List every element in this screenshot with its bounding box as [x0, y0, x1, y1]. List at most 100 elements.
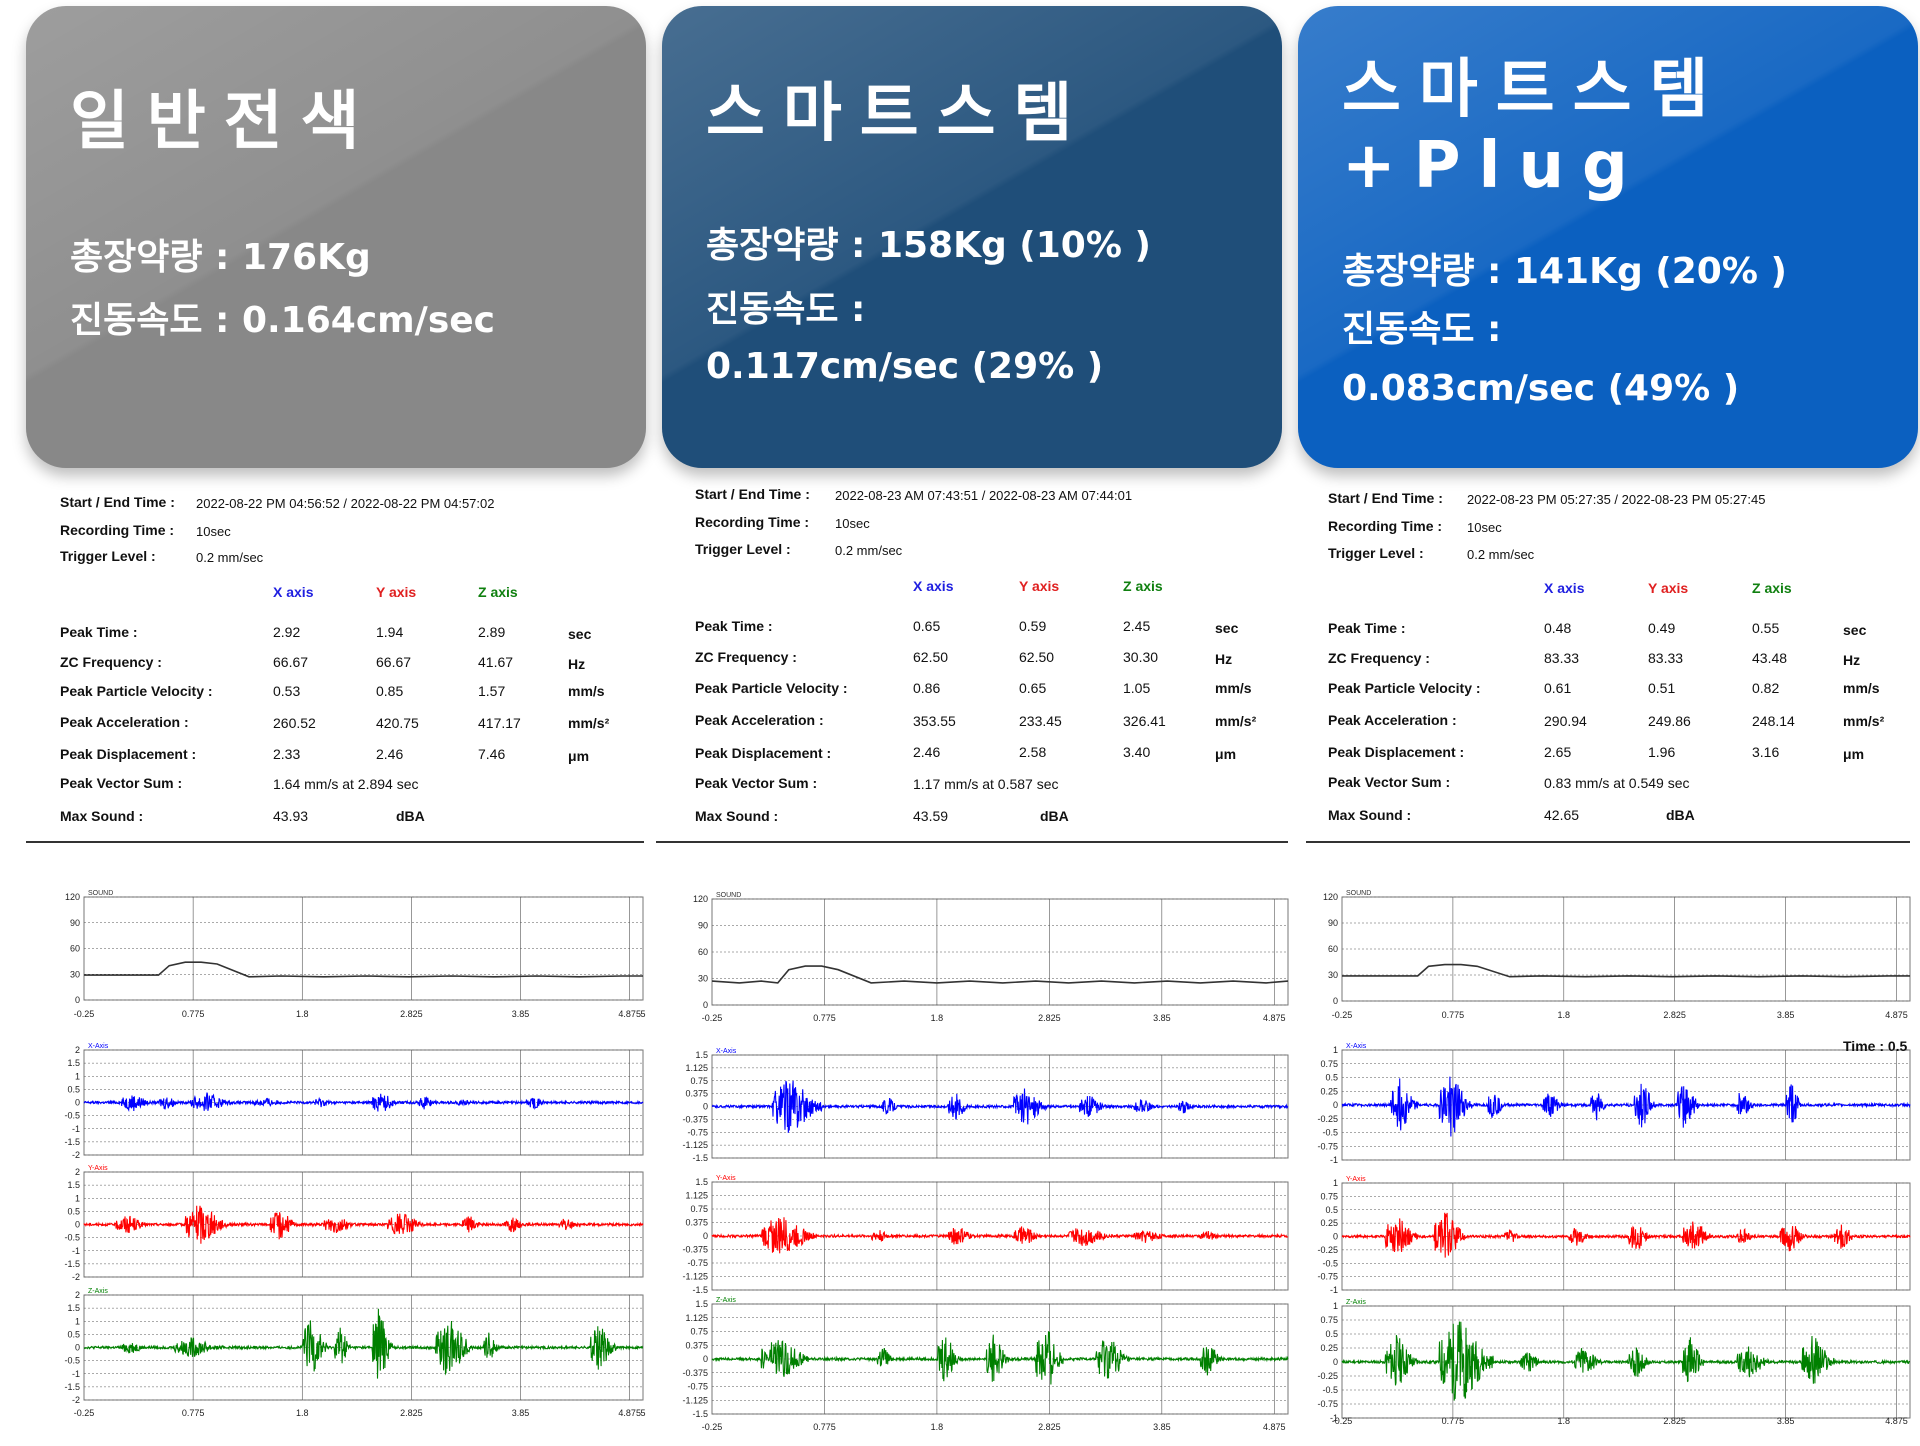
- cell: 2.89: [478, 624, 506, 640]
- cell: 1.96: [1648, 744, 1676, 760]
- unit: sec: [1843, 622, 1867, 638]
- trigger-label: Trigger Level :: [1328, 545, 1424, 561]
- max-sound-label: Max Sound :: [60, 808, 144, 824]
- cell: 0.82: [1752, 680, 1780, 696]
- y-tick-label: 1.5: [67, 1303, 80, 1313]
- sound-series: [711, 965, 1289, 984]
- y-tick-label: 2: [75, 1167, 80, 1177]
- panel-tag: Z-Axis: [88, 1288, 108, 1295]
- cell: 0.85: [376, 683, 404, 699]
- card-charge: 총장약량 : 141Kg (20% ): [1342, 251, 1787, 292]
- x-axis-series: [1341, 1076, 1911, 1137]
- y-tick-label: 30: [698, 974, 708, 984]
- panel-tag: SOUND: [88, 890, 113, 897]
- y-tick-label: 0: [703, 1231, 708, 1241]
- max-sound-label: Max Sound :: [1328, 807, 1412, 823]
- y-tick-label: 0: [1333, 1357, 1338, 1367]
- zc-frequency-label: ZC Frequency :: [695, 649, 797, 665]
- cell: 0.51: [1648, 680, 1676, 696]
- y-tick-label: 0: [1333, 1232, 1338, 1242]
- y-tick-label: 1: [75, 1071, 80, 1081]
- x-tick-label: 3.85: [1777, 1416, 1795, 1426]
- unit: Hz: [568, 656, 586, 672]
- y-tick-label: 0.25: [1320, 1086, 1338, 1096]
- y-tick-label: 1.5: [695, 1050, 708, 1060]
- ppv-label: Peak Particle Velocity :: [60, 683, 213, 699]
- peak-acceleration-label: Peak Acceleration :: [60, 714, 189, 730]
- panel-tag: Z-Axis: [1346, 1299, 1366, 1306]
- max-sound-label: Max Sound :: [695, 808, 779, 824]
- y-tick-label: -2: [72, 1272, 80, 1282]
- y-tick-label: -0.25: [1317, 1245, 1338, 1255]
- z-axis-header: Z axis: [1752, 580, 1792, 596]
- y-tick-label: 30: [70, 969, 80, 979]
- y-tick-label: -0.75: [687, 1382, 708, 1392]
- y-tick-label: 60: [70, 944, 80, 954]
- pvs-label: Peak Vector Sum :: [1328, 774, 1451, 790]
- cell: 3.16: [1752, 744, 1780, 760]
- y-axis-header: Y axis: [1648, 580, 1689, 596]
- y-tick-label: 0.25: [1320, 1343, 1338, 1353]
- x-axis-series: [711, 1080, 1289, 1133]
- y-axis-header: Y axis: [376, 584, 417, 600]
- peak-time-label: Peak Time :: [695, 618, 773, 634]
- cell: 83.33: [1544, 650, 1580, 666]
- unit: μm: [1843, 746, 1865, 762]
- y-tick-label: 0.75: [690, 1076, 708, 1086]
- unit: dBA: [1040, 808, 1069, 824]
- cell: 233.45: [1019, 713, 1062, 729]
- y-tick-label: 0.5: [67, 1329, 80, 1339]
- x-axis-header: X axis: [1544, 580, 1585, 596]
- start-end-value: 2022-08-22 PM 04:56:52 / 2022-08-22 PM 0…: [196, 496, 495, 511]
- unit: sec: [1215, 620, 1239, 636]
- x-tick-label: 4.875: [618, 1408, 641, 1418]
- cell: 248.14: [1752, 713, 1795, 729]
- y-tick-label: -0.25: [1317, 1371, 1338, 1381]
- x-tick-label: 1.8: [296, 1408, 309, 1418]
- y-tick-label: 0: [75, 1220, 80, 1230]
- y-tick-label: 1: [75, 1193, 80, 1203]
- cell: 1.94: [376, 624, 404, 640]
- y-tick-label: 1.125: [685, 1191, 708, 1201]
- y-tick-label: 0.5: [1325, 1073, 1338, 1083]
- recording-value: 10sec: [196, 524, 231, 539]
- y-tick-label: 120: [1323, 892, 1338, 902]
- y-axis-series: [711, 1217, 1289, 1254]
- divider: [26, 841, 644, 843]
- y-tick-label: -1.5: [64, 1382, 80, 1392]
- trigger-value: 0.2 mm/sec: [1467, 547, 1535, 562]
- y-tick-label: 0.75: [690, 1327, 708, 1337]
- y-tick-label: 0.5: [67, 1084, 80, 1094]
- cell: 0.59: [1019, 618, 1047, 634]
- y-tick-label: -0.75: [1317, 1272, 1338, 1282]
- cell: 0.65: [1019, 680, 1047, 696]
- x-tick-label: 0.775: [182, 1408, 205, 1418]
- cell: 2.33: [273, 746, 301, 762]
- z-axis-series: [1341, 1321, 1910, 1401]
- cell: 260.52: [273, 715, 316, 731]
- cell: 83.33: [1648, 650, 1684, 666]
- y-tick-label: -1.125: [682, 1272, 708, 1282]
- x-tick-label: 0.775: [1442, 1416, 1465, 1426]
- y-tick-label: 1: [1333, 1045, 1338, 1055]
- y-tick-label: -1.5: [692, 1153, 708, 1163]
- x-tick-label: 1.8: [1558, 1010, 1571, 1020]
- cell: 353.55: [913, 713, 956, 729]
- cell: 30.30: [1123, 649, 1159, 665]
- recording-value: 10sec: [835, 516, 870, 531]
- y-tick-label: 0.75: [1320, 1059, 1338, 1069]
- cell: 1.05: [1123, 680, 1151, 696]
- y-tick-label: -0.75: [687, 1258, 708, 1268]
- panel-tag: SOUND: [1346, 890, 1371, 897]
- recording-label: Recording Time :: [60, 522, 175, 538]
- x-tick-label: 5: [640, 1009, 645, 1019]
- recording-value: 10sec: [1467, 520, 1502, 535]
- panel-tag: X-Axis: [716, 1048, 737, 1055]
- trigger-value: 0.2 mm/sec: [196, 550, 264, 565]
- y-tick-label: 0.5: [1325, 1329, 1338, 1339]
- y-tick-label: -1.5: [64, 1259, 80, 1269]
- card-smartstem: 스마트스템 총장약량 : 158Kg (10% ) 진동속도 : 0.117cm…: [662, 6, 1282, 468]
- y-tick-label: 0: [1333, 996, 1338, 1006]
- card-charge: 총장약량 : 176Kg: [70, 237, 371, 278]
- y-tick-label: 2: [75, 1290, 80, 1300]
